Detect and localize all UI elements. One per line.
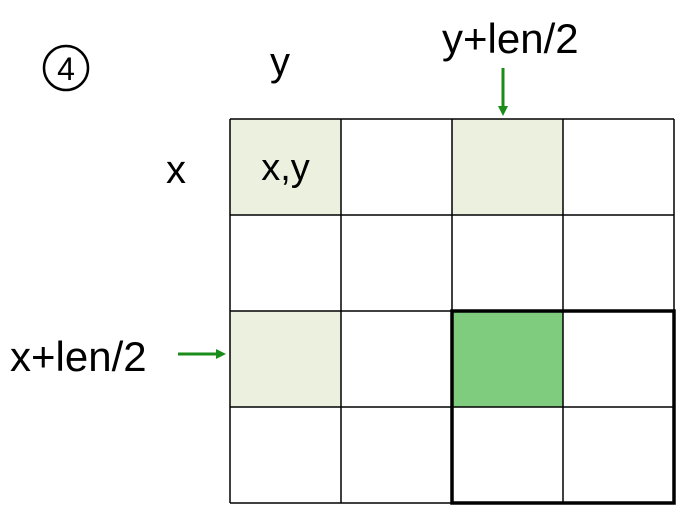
grid-cell — [563, 407, 674, 503]
grid-cells — [230, 119, 674, 503]
cell-label-x-y: x,y — [261, 147, 310, 189]
bold-quadrant-outline — [450, 309, 676, 505]
grid-cell — [230, 407, 341, 503]
grid-cell-strong-highlight — [452, 311, 563, 407]
grid-cell — [563, 119, 674, 215]
grid-cell — [452, 215, 563, 311]
grid-cell — [452, 407, 563, 503]
grid-cell — [341, 311, 452, 407]
step-number: 4 — [57, 51, 75, 87]
grid-cell — [341, 119, 452, 215]
grid-cell-light-highlight — [230, 311, 341, 407]
grid-cell-light-highlight — [230, 119, 341, 215]
step-number-circle: 4 — [40, 42, 92, 94]
column-label-y-half: y+len/2 — [442, 15, 579, 62]
grid-cell — [341, 407, 452, 503]
grid-cell — [563, 311, 674, 407]
grid-cell — [563, 215, 674, 311]
row-label-x: x — [166, 148, 186, 192]
grid-cell-light-highlight — [452, 119, 563, 215]
grid-cell — [341, 215, 452, 311]
grid-cell — [230, 215, 341, 311]
row-label-x-half: x+len/2 — [10, 333, 147, 380]
column-label-y: y — [270, 40, 290, 84]
